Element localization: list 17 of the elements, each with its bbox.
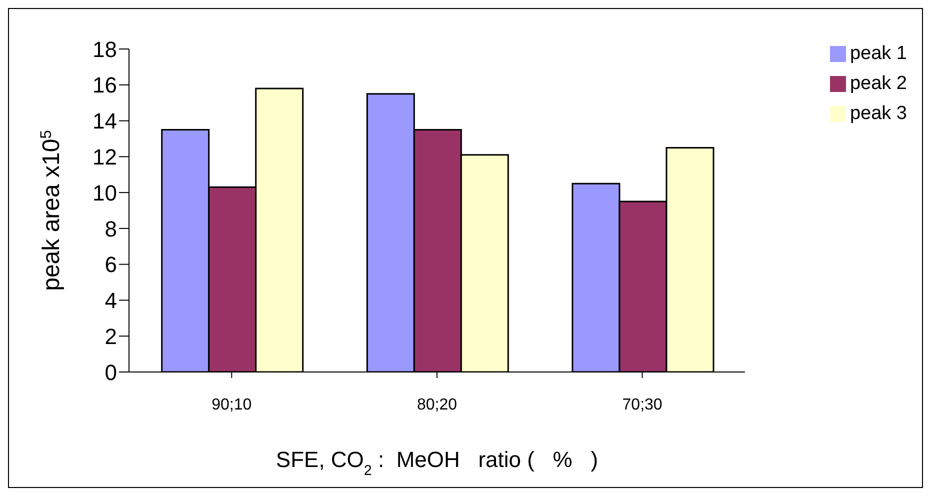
legend-label: peak 1	[850, 43, 907, 64]
y-tick-label: 4	[104, 288, 117, 314]
y-tick-label: 0	[104, 360, 117, 385]
y-tick-label: 16	[92, 72, 117, 98]
x-tick-label: 90;10	[212, 396, 252, 414]
y-tick-label: 2	[104, 324, 117, 349]
y-tick-label: 14	[92, 108, 117, 134]
x-tick-label: 80;20	[416, 396, 458, 414]
x-tick-label: 70;30	[622, 396, 662, 414]
legend-label: peak 2	[850, 73, 907, 94]
y-tick-label: 8	[104, 216, 117, 242]
y-tick-label: 18	[92, 36, 117, 62]
y-tick-label: 10	[92, 180, 117, 206]
legend-label: peak 3	[850, 103, 907, 124]
y-tick-label: 6	[104, 252, 117, 278]
y-tick-label: 12	[92, 144, 117, 170]
x-axis-title: SFE, CO$_{2}$ : MeOH ratio ( % )	[276, 447, 598, 479]
